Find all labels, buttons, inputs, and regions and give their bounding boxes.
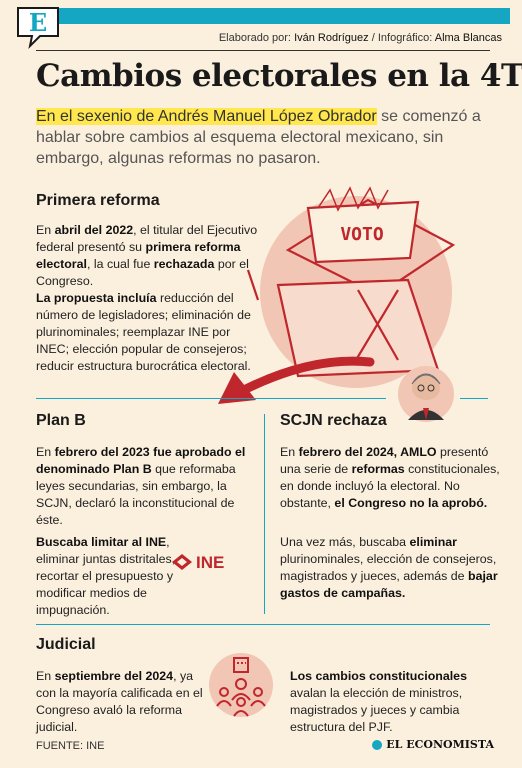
bold-segment: Los cambios constitucionales xyxy=(290,669,467,683)
page-title: Cambios electorales en la 4T xyxy=(36,58,522,94)
section-heading-planb: Plan B xyxy=(36,412,86,429)
bold-segment: febrero del 2024, AMLO xyxy=(298,445,437,459)
section-heading-scjn: SCJN rechaza xyxy=(280,412,387,429)
author-name: Iván Rodríguez xyxy=(294,32,369,44)
scjn-paragraph-1: En febrero del 2024, AMLO presentó una s… xyxy=(280,444,504,512)
section-heading-primera: Primera reforma xyxy=(36,192,160,209)
bold-segment: Buscaba limitar al INE xyxy=(36,535,167,549)
bold-segment: febrero del 2023 fue aprobado el denomin… xyxy=(36,445,246,476)
text-segment: , ya con la mayoría calificada en el Con… xyxy=(36,669,203,734)
text-segment: En xyxy=(36,445,55,459)
amlo-portrait-icon xyxy=(398,366,454,422)
judicial-paragraph-1: En septiembre del 2024, ya con la mayorí… xyxy=(36,668,216,736)
title-rule xyxy=(36,50,490,51)
ballot-illustration: VOTO xyxy=(246,186,456,388)
designer-name: Alma Blancas xyxy=(434,32,502,44)
bold-segment: abril del 2022 xyxy=(54,223,134,237)
text-segment: avalan la elección de ministros, magistr… xyxy=(290,686,463,734)
vertical-divider xyxy=(264,414,265,614)
credit-separator: / Infográfico: xyxy=(371,32,433,44)
divider-primera xyxy=(36,398,386,399)
ballot-box-icon xyxy=(246,186,456,378)
footer-brand: EL ECONOMISTA xyxy=(372,738,494,751)
bold-segment: primera reforma electoral xyxy=(36,240,241,271)
text-segment: En xyxy=(280,445,299,459)
curved-arrow-icon xyxy=(218,356,375,404)
logo-letter: E xyxy=(29,8,47,37)
ine-logo-icon: INE xyxy=(172,553,224,572)
text-segment: constitucionales, en donde incluyó la el… xyxy=(280,462,500,510)
brand-dot-icon xyxy=(372,739,383,750)
text-segment: En xyxy=(36,669,55,683)
planb-paragraph-1: En febrero del 2023 fue aprobado el deno… xyxy=(36,444,258,529)
text-segment: plurinominales, elección de consejeros, … xyxy=(280,552,497,583)
bold-segment: el Congreso no la aprobó. xyxy=(334,496,488,510)
economista-logo-icon: E xyxy=(17,7,59,50)
text-segment: Una vez más, buscaba xyxy=(280,535,410,549)
credit-prefix: Elaborado por: xyxy=(218,32,291,44)
text-segment: por el Congreso. xyxy=(36,257,249,288)
text-segment: que reformaba leyes secundarias, sin emb… xyxy=(36,462,236,527)
bold-segment: reformas xyxy=(351,462,405,476)
bold-segment: bajar gastos de campañas. xyxy=(280,569,498,600)
intro-highlight: En el sexenio de Andrés Manuel López Obr… xyxy=(36,108,377,125)
planb-paragraph-2: Buscaba limitar al INE, eliminar juntas … xyxy=(36,534,186,619)
bold-segment: eliminar xyxy=(409,535,458,549)
text-segment: reducción del número de legisladores; el… xyxy=(36,291,251,373)
divider-primera-right xyxy=(460,398,488,399)
bold-segment: septiembre del 2024 xyxy=(54,669,174,683)
intro-paragraph: En el sexenio de Andrés Manuel López Obr… xyxy=(36,106,496,169)
ballot-text: VOTO xyxy=(340,224,384,245)
section-heading-judicial: Judicial xyxy=(36,636,96,653)
bold-segment: La propuesta incluía xyxy=(36,291,157,305)
top-accent-bar xyxy=(58,8,510,24)
text-segment: , el titular del Ejecutivo federal prese… xyxy=(36,223,258,254)
divider-judicial xyxy=(36,624,490,625)
judicial-paragraph-2: Los cambios constitucionales avalan la e… xyxy=(290,668,500,736)
footer-source: FUENTE: INE xyxy=(36,740,105,752)
intro-rest: se comenzó a hablar sobre cambios al esq… xyxy=(36,108,481,167)
primera-paragraph-2: La propuesta incluía reducción del númer… xyxy=(36,290,258,375)
credits: Elaborado por: Iván Rodríguez / Infográf… xyxy=(219,32,502,44)
text-segment: presentó una serie de xyxy=(280,445,489,476)
judges-illustration xyxy=(209,653,273,717)
text-segment: , la cual fue xyxy=(86,257,154,271)
text-segment: En xyxy=(36,223,55,237)
brand-name: EL ECONOMISTA xyxy=(386,738,494,751)
primera-paragraph-1: En abril del 2022, el titular del Ejecut… xyxy=(36,222,258,290)
text-segment: , eliminar juntas distritales, recortar … xyxy=(36,535,176,617)
bold-segment: rechazada xyxy=(153,257,215,271)
scjn-paragraph-2: Una vez más, buscaba eliminar plurinomin… xyxy=(280,534,504,602)
ine-text: INE xyxy=(196,553,224,572)
